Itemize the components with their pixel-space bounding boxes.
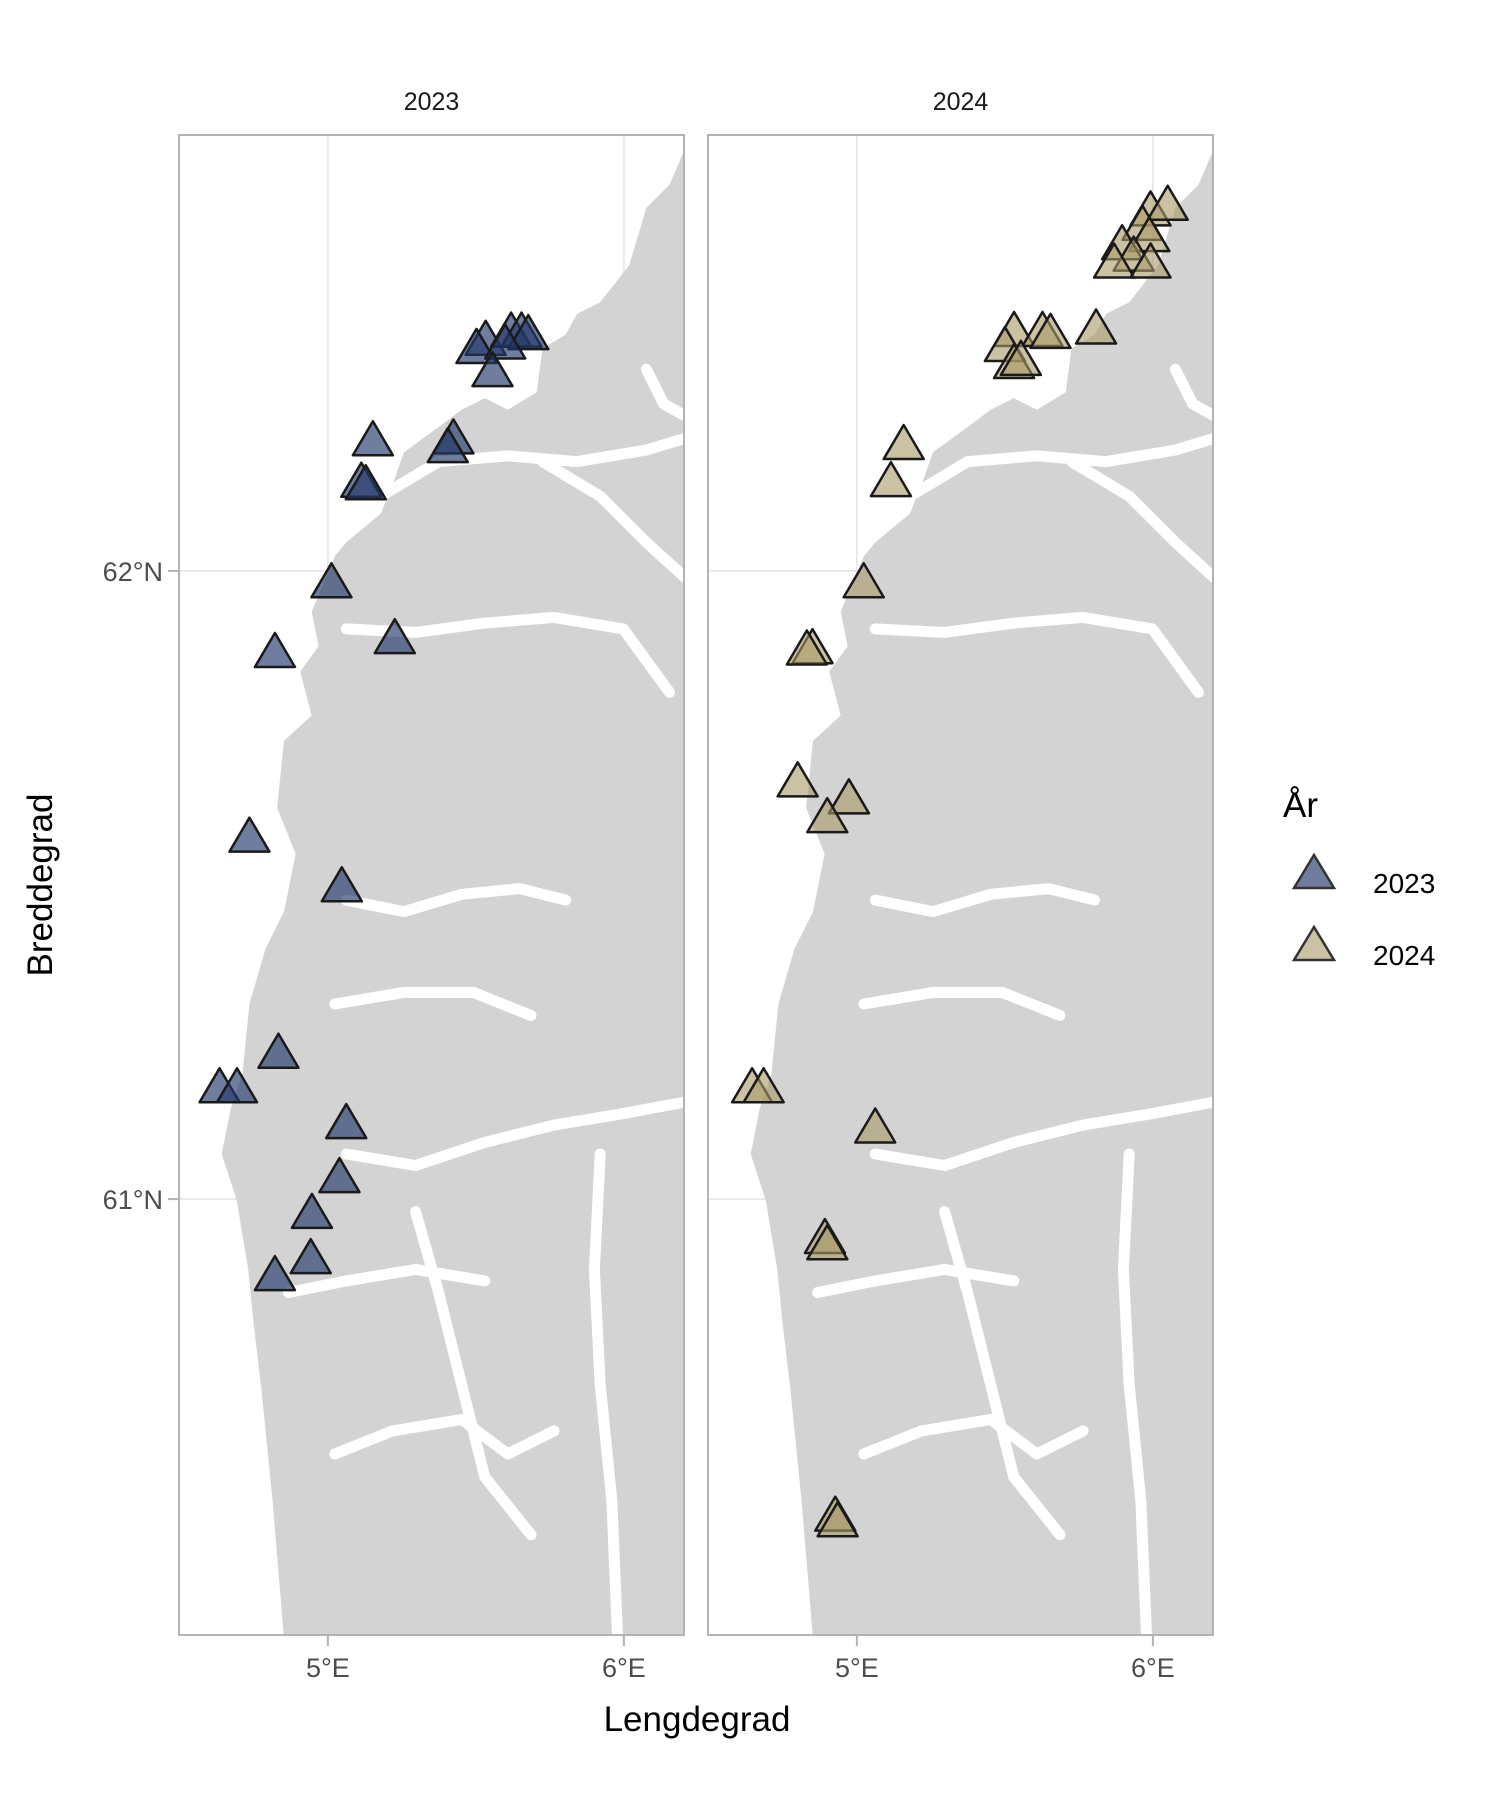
fjord — [410, 1206, 537, 1541]
x-tick-label: 6°E — [1131, 1653, 1175, 1683]
fjord — [939, 1206, 1066, 1541]
data-point-2023 — [257, 1032, 300, 1069]
legend: År 2023 2024 — [1283, 786, 1435, 971]
fjord — [340, 611, 675, 698]
data-point-2023 — [483, 323, 527, 360]
data-point-2024 — [842, 561, 885, 599]
data-point-2024 — [806, 1224, 849, 1261]
legend-key-2023 — [1291, 852, 1337, 890]
x-tick-label: 5°E — [306, 1653, 350, 1683]
fjord — [869, 883, 1101, 918]
legend-label-2024: 2024 — [1373, 940, 1435, 971]
fjord — [640, 363, 684, 421]
fjord — [1169, 363, 1213, 421]
fjord — [340, 1096, 684, 1171]
panel-border — [178, 134, 685, 1636]
data-point-2023 — [290, 1192, 334, 1230]
land-basemap — [221, 151, 684, 1635]
fjord — [858, 986, 1066, 1021]
data-point-2023 — [324, 1102, 368, 1140]
data-point-2023 — [310, 561, 353, 599]
x-tick-label: 6°E — [602, 1653, 646, 1683]
y-axis-title: Breddegrad — [21, 794, 60, 977]
data-point-2023 — [351, 420, 395, 457]
fjord — [1117, 1148, 1152, 1635]
land-basemap — [750, 151, 1213, 1635]
x-axis-title: Lengdegrad — [604, 1700, 791, 1739]
data-point-2023 — [320, 866, 364, 903]
data-point-2023 — [426, 426, 470, 464]
facet-panel-2023: 2023 5°E 6°E 62°N 61°N — [103, 88, 685, 1683]
panel-border — [707, 134, 1214, 1636]
fjord — [588, 1148, 623, 1635]
data-point-2024 — [1129, 242, 1172, 279]
data-point-2023 — [507, 313, 550, 351]
data-point-2024 — [827, 778, 871, 815]
x-tick-label: 5°E — [835, 1653, 879, 1683]
legend-key-2024 — [1291, 924, 1337, 962]
y-tick-label: 62°N — [103, 557, 163, 587]
data-point-2023 — [215, 1067, 259, 1104]
data-point-2024 — [1029, 312, 1072, 350]
data-point-2023 — [253, 1254, 297, 1292]
data-point-2024 — [742, 1067, 785, 1104]
data-point-2024 — [1074, 308, 1118, 345]
legend-title: År — [1283, 786, 1318, 825]
data-point-2024 — [806, 796, 849, 834]
data-point-2023 — [289, 1237, 332, 1275]
data-point-2023 — [373, 617, 417, 655]
fjord — [869, 1096, 1213, 1171]
legend-label-2023: 2023 — [1373, 868, 1435, 899]
data-point-2023 — [344, 463, 388, 501]
data-point-2024 — [816, 1501, 859, 1538]
fjord — [812, 1263, 1020, 1298]
fjord — [329, 986, 537, 1021]
fjord — [1066, 456, 1213, 583]
data-point-2023 — [471, 350, 514, 388]
data-point-2024 — [785, 629, 829, 666]
fjord — [340, 883, 572, 918]
data-point-2023 — [318, 1156, 361, 1194]
data-point-2024 — [853, 1107, 897, 1144]
facet-panel-2024: 2024 5°E 6°E — [707, 88, 1214, 1683]
data-point-2023 — [253, 631, 297, 669]
data-point-2023 — [228, 816, 271, 853]
y-tick-label: 61°N — [103, 1185, 163, 1215]
facet-strip-label: 2023 — [404, 88, 460, 116]
data-point-2024 — [1146, 184, 1189, 221]
data-point-2024 — [882, 423, 925, 461]
fjord — [537, 456, 684, 583]
data-point-2024 — [1092, 242, 1136, 279]
fjord — [329, 1413, 560, 1460]
fjord — [283, 1263, 491, 1298]
facet-strip-label: 2024 — [933, 88, 989, 116]
fjord — [869, 611, 1204, 698]
data-point-2024 — [999, 339, 1043, 377]
data-point-2024 — [776, 761, 819, 798]
fjord — [858, 1413, 1089, 1460]
data-point-2024 — [869, 460, 913, 498]
